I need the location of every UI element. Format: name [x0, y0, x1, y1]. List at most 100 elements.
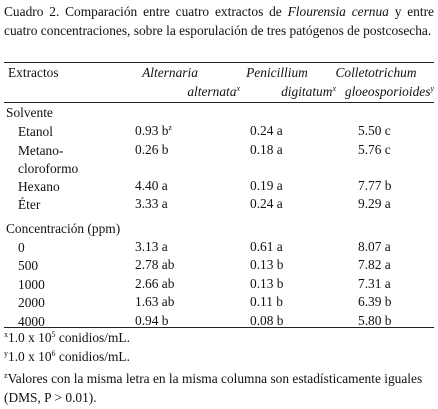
cell-value: 0.13 b [250, 275, 284, 291]
row-label: 0 [18, 239, 25, 255]
cell-value: 5.50 c [358, 123, 391, 138]
column-header: Colletotrichum [318, 65, 434, 81]
cell: 5.50 c [358, 123, 391, 139]
cell-value: 0.61 a [250, 238, 283, 254]
column-header: Penicillium [218, 65, 336, 81]
cell: 0.93 bz [135, 123, 172, 139]
cell: 5.76 c [358, 142, 391, 158]
cell: 6.39 b [358, 294, 391, 310]
cell-value: 0.08 b [250, 312, 284, 328]
row-label: 2000 [18, 295, 45, 310]
footnote-mark: y [430, 84, 434, 93]
footnote-text: 1.0 x 10 [8, 330, 52, 345]
cell: 8.07 a [358, 239, 391, 255]
cell-value: 0.13 b [250, 257, 284, 272]
row-label: Etanol [18, 124, 53, 139]
row-label: 500 [18, 258, 39, 273]
caption-species: Flourensia cernua [287, 4, 389, 19]
row-label: Éter [18, 197, 41, 212]
cell-value: 0.18 a [250, 141, 283, 157]
footnote-text: 1.0 x 10 [8, 349, 52, 364]
cell-value: 7.31 a [358, 275, 391, 291]
footnote-text: conidios/mL. [55, 349, 130, 364]
cell-value: 0.19 a [250, 177, 283, 193]
cell-value: 6.39 b [358, 294, 392, 309]
cell: 0.13 b [250, 276, 283, 292]
top-rule [4, 62, 434, 63]
column-header: gloeosporioidesy [318, 84, 434, 100]
cell: 4.40 a [135, 178, 168, 194]
header-text: Colletotrichum [335, 65, 417, 80]
cell-value: 3.33 a [135, 196, 168, 211]
cell: 1.63 ab [135, 294, 174, 310]
cell-value: 8.07 a [358, 238, 391, 254]
cell: 9.29 a [358, 196, 391, 212]
section-title: Solvente [6, 105, 53, 120]
cell-value: 0.24 a [250, 196, 283, 211]
cell-value: 7.77 b [358, 177, 392, 193]
cell: 0.13 b [250, 257, 283, 273]
footnote-mark: x [332, 84, 336, 93]
column-header: alternatax [100, 84, 240, 100]
cell: 5.80 b [358, 313, 391, 329]
cell: 7.31 a [358, 276, 391, 292]
cell: 7.77 b [358, 178, 391, 194]
cell: 0.24 a [250, 196, 283, 212]
caption-text: y entre cuatro concentraciones, sobre la… [4, 4, 434, 38]
footnote: x1.0 x 105 conidios/mL. [4, 330, 130, 346]
cell-value: 0.94 b [135, 312, 169, 328]
footnote-mark: x [236, 84, 240, 93]
exponent: 5 [51, 330, 56, 339]
cell-value: 0.24 a [250, 123, 283, 138]
header-text: Alternaria [142, 65, 198, 80]
footnote-mark: z [4, 371, 8, 380]
caption: Cuadro 2. Comparación entre cuatro extra… [4, 3, 434, 40]
cell: 3.33 a [135, 196, 168, 212]
cell-value: 2.66 ab [135, 275, 175, 291]
cell: 0.11 b [250, 294, 283, 310]
cell: 0.18 a [250, 142, 283, 158]
cell: 0.26 b [135, 142, 168, 158]
cell-value: 7.82 a [358, 257, 391, 272]
footnote-mark: z [168, 123, 173, 132]
cell: 0.08 b [250, 313, 283, 329]
cell: 0.19 a [250, 178, 283, 194]
cell-value: 4.40 a [135, 177, 168, 193]
row-label: Metano-cloroformo [18, 142, 79, 176]
cell: 0.24 a [250, 123, 283, 139]
cell-value: 5.80 b [358, 312, 392, 328]
footnote: zValores con la misma letra en la misma … [4, 370, 436, 407]
footnote-text: conidios/mL. [55, 330, 130, 345]
cell: 2.78 ab [135, 257, 174, 273]
cell-value: 2.78 ab [135, 257, 175, 272]
cell-value: 1.63 ab [135, 294, 175, 309]
row-label: 4000 [18, 313, 45, 329]
cell-value: 9.29 a [358, 196, 391, 211]
column-header: Alternaria [100, 65, 240, 81]
bottom-rule [4, 327, 434, 328]
header-text: digitatum [281, 84, 333, 99]
cell: 0.61 a [250, 239, 283, 255]
footnote-text: Valores con la misma letra en la misma c… [4, 371, 423, 405]
column-header: Extractos [8, 65, 59, 81]
cell-value: 0.11 b [250, 294, 283, 309]
exponent: 6 [51, 349, 56, 358]
footnote-mark: y [4, 349, 8, 358]
header-text: alternata [187, 84, 237, 99]
cell: 7.82 a [358, 257, 391, 273]
cell-value: 0.93 b [135, 123, 169, 138]
row-label: Hexano [18, 178, 60, 194]
section-title: Concentración (ppm) [6, 220, 121, 236]
header-text: gloeosporioides [344, 84, 431, 99]
cell: 0.94 b [135, 313, 168, 329]
cell-value: 3.13 a [135, 238, 168, 254]
column-header: digitatumx [218, 84, 336, 100]
cell-value: 0.26 b [135, 141, 169, 157]
cell: 3.13 a [135, 239, 168, 255]
footnote-mark: x [4, 330, 8, 339]
header-text: Extractos [8, 65, 59, 80]
footnote: y1.0 x 106 conidios/mL. [4, 349, 130, 365]
header-text: Penicillium [246, 65, 308, 80]
cell: 2.66 ab [135, 276, 174, 292]
row-label: 1000 [18, 276, 45, 292]
